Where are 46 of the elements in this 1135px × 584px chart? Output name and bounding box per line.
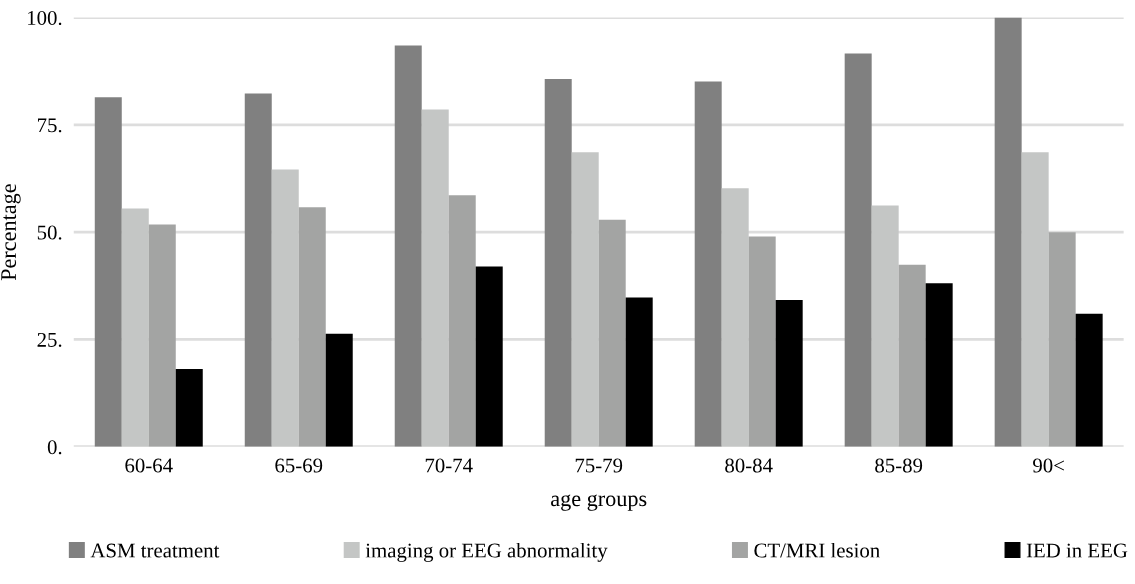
x-tick-label: 80-84: [725, 458, 773, 473]
y-tick-label: 75.: [38, 118, 62, 133]
bar: [925, 283, 953, 447]
legend-label: IED in EEG: [1026, 543, 1128, 558]
y-tick-label: 25.: [37, 332, 62, 347]
x-tick-label: 85-89: [875, 458, 923, 473]
bar: [598, 219, 626, 447]
legend-label: ASM treatment: [90, 543, 220, 558]
legend-label: imaging or EEG abnormality: [365, 542, 608, 562]
y-tick-label: 100.: [28, 10, 62, 26]
bar: [271, 169, 299, 447]
bar: [94, 97, 122, 447]
y-axis-title: Percentage: [1, 184, 21, 281]
bar: [244, 93, 272, 447]
x-tick-label: 90<: [1033, 458, 1064, 473]
x-tick-label: 75-79: [575, 458, 623, 473]
bar: [775, 299, 803, 447]
bar: [121, 208, 149, 447]
x-tick-label: 70-74: [425, 458, 473, 473]
bar: [544, 78, 572, 447]
bar: [694, 81, 722, 447]
bar: [571, 152, 599, 447]
bar: [994, 17, 1022, 447]
bar: [148, 224, 176, 447]
bar: [421, 109, 449, 447]
bar: [475, 266, 503, 447]
y-tick-label: 50.: [37, 225, 62, 240]
x-axis-title: age groups: [551, 494, 647, 511]
bar: [448, 195, 476, 447]
x-tick-label: 65-69: [275, 458, 323, 473]
bar: [625, 297, 653, 447]
bar: [871, 205, 899, 447]
bar: [1075, 313, 1103, 447]
bar: [844, 53, 872, 447]
bar: [748, 236, 776, 447]
x-tick-label: 60-64: [125, 458, 173, 473]
bar: [898, 264, 926, 447]
bar: [394, 45, 422, 447]
bar: [298, 207, 326, 447]
legend-label: CT/MRI lesion: [754, 542, 880, 558]
bar: [1048, 232, 1076, 447]
bar: [175, 369, 203, 447]
y-tick-label: 0.: [47, 440, 62, 455]
bar: [325, 333, 353, 447]
bar: [721, 188, 749, 447]
bar: [1021, 152, 1049, 447]
